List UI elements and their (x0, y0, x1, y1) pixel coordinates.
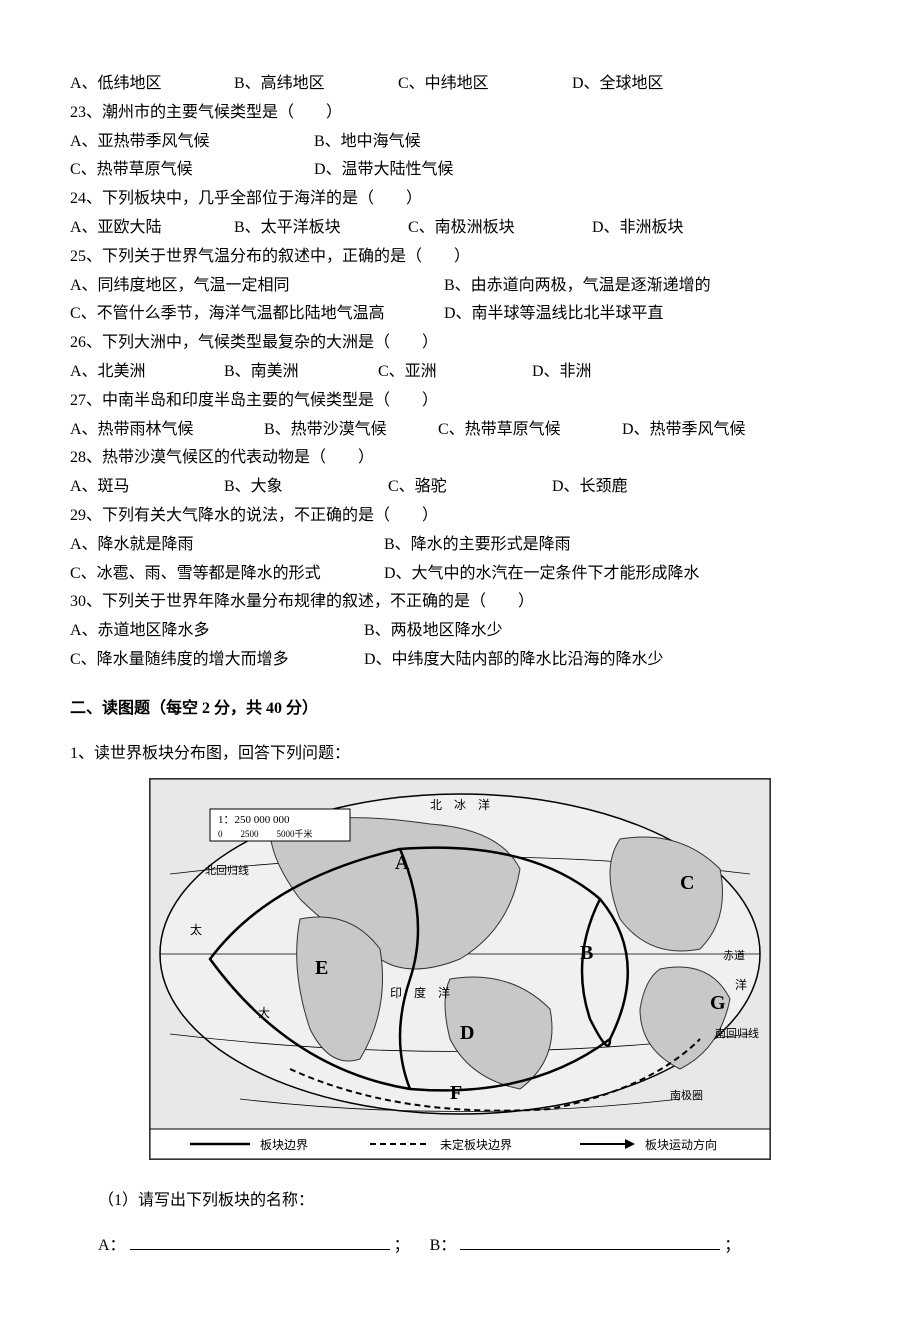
blank-a-semi: ； (394, 1237, 410, 1254)
map-label-b: B (580, 942, 593, 964)
map-ocean-atlantic-l: 大 (258, 1006, 270, 1020)
q26-options: A、北美洲 B、南美洲 C、亚洲 D、非洲 (70, 358, 850, 387)
q26-opt-b: B、南美洲 (224, 358, 374, 387)
map-label-d: D (460, 1022, 474, 1044)
map-label-g: G (710, 992, 726, 1014)
blank-b-input[interactable] (460, 1233, 720, 1250)
q26-stem: 26、下列大洲中，气候类型最复杂的大洲是（ ） (70, 329, 850, 358)
q27-opt-d: D、热带季风气候 (622, 416, 746, 445)
blank-a-label: A： (98, 1237, 126, 1254)
q28-stem: 28、热带沙漠气候区的代表动物是（ ） (70, 444, 850, 473)
q28-options: A、斑马 B、大象 C、骆驼 D、长颈鹿 (70, 473, 850, 502)
q23-options-row2: C、热带草原气候 D、温带大陆性气候 (70, 156, 850, 185)
q26-opt-c: C、亚洲 (378, 358, 528, 387)
q28-opt-b: B、大象 (224, 473, 384, 502)
q29-options-row1: A、降水就是降雨 B、降水的主要形式是降雨 (70, 531, 850, 560)
q28-opt-c: C、骆驼 (388, 473, 548, 502)
q22-opt-b: B、高纬地区 (234, 70, 394, 99)
section2-blanks-row: A： ； B： ； (70, 1232, 850, 1261)
legend-direction: 板块运动方向 (645, 1137, 717, 1152)
q28-opt-d: D、长颈鹿 (552, 473, 628, 502)
map-label-a: A (395, 852, 410, 874)
map-ocean-pacific-l: 太 (190, 922, 202, 937)
q27-opt-c: C、热带草原气候 (438, 416, 618, 445)
q30-options-row2: C、降水量随纬度的增大而增多 D、中纬度大陆内部的降水比沿海的降水少 (70, 646, 850, 675)
q23-opt-c: C、热带草原气候 (70, 156, 310, 185)
blank-b-label: B： (430, 1237, 457, 1254)
q30-stem: 30、下列关于世界年降水量分布规律的叙述，不正确的是（ ） (70, 588, 850, 617)
q25-opt-b: B、由赤道向两极，气温是逐渐递增的 (444, 272, 711, 301)
q25-stem: 25、下列关于世界气温分布的叙述中，正确的是（ ） (70, 243, 850, 272)
map-ocean-south-r: 洋 (735, 977, 747, 992)
q26-opt-d: D、非洲 (532, 358, 592, 387)
q26-opt-a: A、北美洲 (70, 358, 220, 387)
plate-map-figure: 1：250 000 000 0 2500 5000千米 北回归线 赤道 南回归线… (70, 778, 850, 1171)
q24-opt-c: C、南极洲板块 (408, 214, 588, 243)
q22-options: A、低纬地区 B、高纬地区 C、中纬地区 D、全球地区 (70, 70, 850, 99)
q23-opt-b: B、地中海气候 (314, 128, 421, 157)
q29-opt-d: D、大气中的水汽在一定条件下才能形成降水 (384, 560, 700, 589)
q29-options-row2: C、冰雹、雨、雪等都是降水的形式 D、大气中的水汽在一定条件下才能形成降水 (70, 560, 850, 589)
q25-opt-a: A、同纬度地区，气温一定相同 (70, 272, 440, 301)
map-ocean-indian: 印 度 洋 (390, 985, 450, 1000)
legend-undetermined: 未定板块边界 (440, 1137, 512, 1152)
blank-b-semi: ； (724, 1237, 740, 1254)
q23-opt-d: D、温带大陆性气候 (314, 156, 454, 185)
q25-options-row2: C、不管什么季节，海洋气温都比陆地气温高 D、南半球等温线比北半球平直 (70, 300, 850, 329)
q25-opt-d: D、南半球等温线比北半球平直 (444, 300, 664, 329)
q28-opt-a: A、斑马 (70, 473, 220, 502)
map-equator: 赤道 (723, 948, 745, 962)
q29-stem: 29、下列有关大气降水的说法，不正确的是（ ） (70, 502, 850, 531)
q30-opt-d: D、中纬度大陆内部的降水比沿海的降水少 (364, 646, 664, 675)
q23-stem: 23、潮州市的主要气候类型是（ ） (70, 99, 850, 128)
q24-opt-a: A、亚欧大陆 (70, 214, 230, 243)
q23-options-row1: A、亚热带季风气候 B、地中海气候 (70, 128, 850, 157)
q27-options: A、热带雨林气候 B、热带沙漠气候 C、热带草原气候 D、热带季风气候 (70, 416, 850, 445)
q25-opt-c: C、不管什么季节，海洋气温都比陆地气温高 (70, 300, 440, 329)
q30-opt-c: C、降水量随纬度的增大而增多 (70, 646, 360, 675)
q29-opt-c: C、冰雹、雨、雪等都是降水的形式 (70, 560, 380, 589)
q24-opt-b: B、太平洋板块 (234, 214, 404, 243)
q30-options-row1: A、赤道地区降水多 B、两极地区降水少 (70, 617, 850, 646)
q30-opt-a: A、赤道地区降水多 (70, 617, 360, 646)
q29-opt-a: A、降水就是降雨 (70, 531, 380, 560)
section2-q1-stem: 1、读世界板块分布图，回答下列问题： (70, 740, 850, 769)
blank-a-input[interactable] (130, 1233, 390, 1250)
q30-opt-b: B、两极地区降水少 (364, 617, 503, 646)
section2-q1-sub1: （1）请写出下列板块的名称： (70, 1187, 850, 1216)
map-label-f: F (450, 1082, 462, 1104)
q22-opt-c: C、中纬地区 (398, 70, 568, 99)
q22-opt-d: D、全球地区 (572, 70, 664, 99)
q29-opt-b: B、降水的主要形式是降雨 (384, 531, 571, 560)
q27-stem: 27、中南半岛和印度半岛主要的气候类型是（ ） (70, 387, 850, 416)
q27-opt-a: A、热带雨林气候 (70, 416, 260, 445)
plate-map-svg: 1：250 000 000 0 2500 5000千米 北回归线 赤道 南回归线… (149, 778, 771, 1160)
map-scale-bar: 0 2500 5000千米 (218, 828, 313, 839)
map-tropic-n: 北回归线 (205, 863, 249, 877)
q27-opt-b: B、热带沙漠气候 (264, 416, 434, 445)
q24-stem: 24、下列板块中，几乎全部位于海洋的是（ ） (70, 185, 850, 214)
map-scale-text: 1：250 000 000 (218, 814, 290, 826)
q24-opt-d: D、非洲板块 (592, 214, 684, 243)
map-label-e: E (315, 957, 328, 979)
q22-opt-a: A、低纬地区 (70, 70, 230, 99)
q24-options: A、亚欧大陆 B、太平洋板块 C、南极洲板块 D、非洲板块 (70, 214, 850, 243)
legend-boundary: 板块边界 (260, 1138, 308, 1152)
map-tropic-s: 南回归线 (715, 1026, 759, 1040)
q25-options-row1: A、同纬度地区，气温一定相同 B、由赤道向两极，气温是逐渐递增的 (70, 272, 850, 301)
section2-title: 二、读图题（每空 2 分，共 40 分） (70, 695, 850, 724)
map-antarctic: 南极圈 (670, 1088, 703, 1102)
map-label-c: C (680, 872, 694, 894)
map-ocean-arctic: 北 冰 洋 (430, 797, 490, 812)
q23-opt-a: A、亚热带季风气候 (70, 128, 310, 157)
